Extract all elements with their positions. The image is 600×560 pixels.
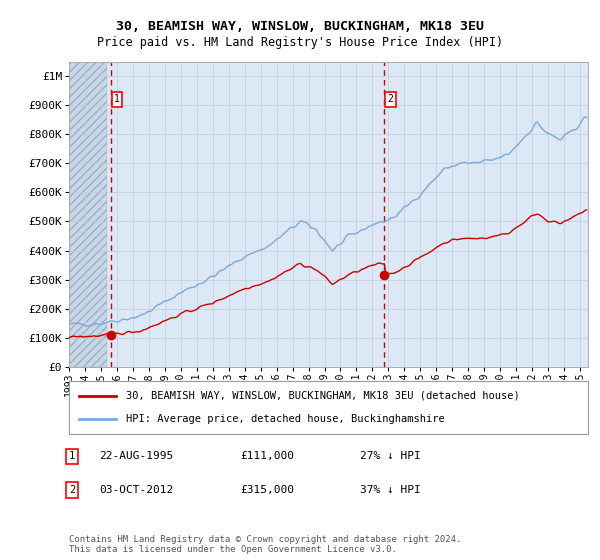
Text: 1: 1 xyxy=(114,95,120,104)
Text: £315,000: £315,000 xyxy=(240,485,294,495)
Text: 30, BEAMISH WAY, WINSLOW, BUCKINGHAM, MK18 3EU: 30, BEAMISH WAY, WINSLOW, BUCKINGHAM, MK… xyxy=(116,20,484,32)
Text: Contains HM Land Registry data © Crown copyright and database right 2024.
This d: Contains HM Land Registry data © Crown c… xyxy=(69,535,461,554)
Text: 1: 1 xyxy=(69,451,75,461)
Text: 22-AUG-1995: 22-AUG-1995 xyxy=(99,451,173,461)
Text: 2: 2 xyxy=(69,485,75,495)
Text: 37% ↓ HPI: 37% ↓ HPI xyxy=(360,485,421,495)
Text: 27% ↓ HPI: 27% ↓ HPI xyxy=(360,451,421,461)
Text: HPI: Average price, detached house, Buckinghamshire: HPI: Average price, detached house, Buck… xyxy=(126,414,445,424)
Text: Price paid vs. HM Land Registry's House Price Index (HPI): Price paid vs. HM Land Registry's House … xyxy=(97,36,503,49)
Text: 03-OCT-2012: 03-OCT-2012 xyxy=(99,485,173,495)
Text: 30, BEAMISH WAY, WINSLOW, BUCKINGHAM, MK18 3EU (detached house): 30, BEAMISH WAY, WINSLOW, BUCKINGHAM, MK… xyxy=(126,391,520,401)
Text: 2: 2 xyxy=(388,95,394,104)
FancyBboxPatch shape xyxy=(69,381,588,434)
Text: £111,000: £111,000 xyxy=(240,451,294,461)
